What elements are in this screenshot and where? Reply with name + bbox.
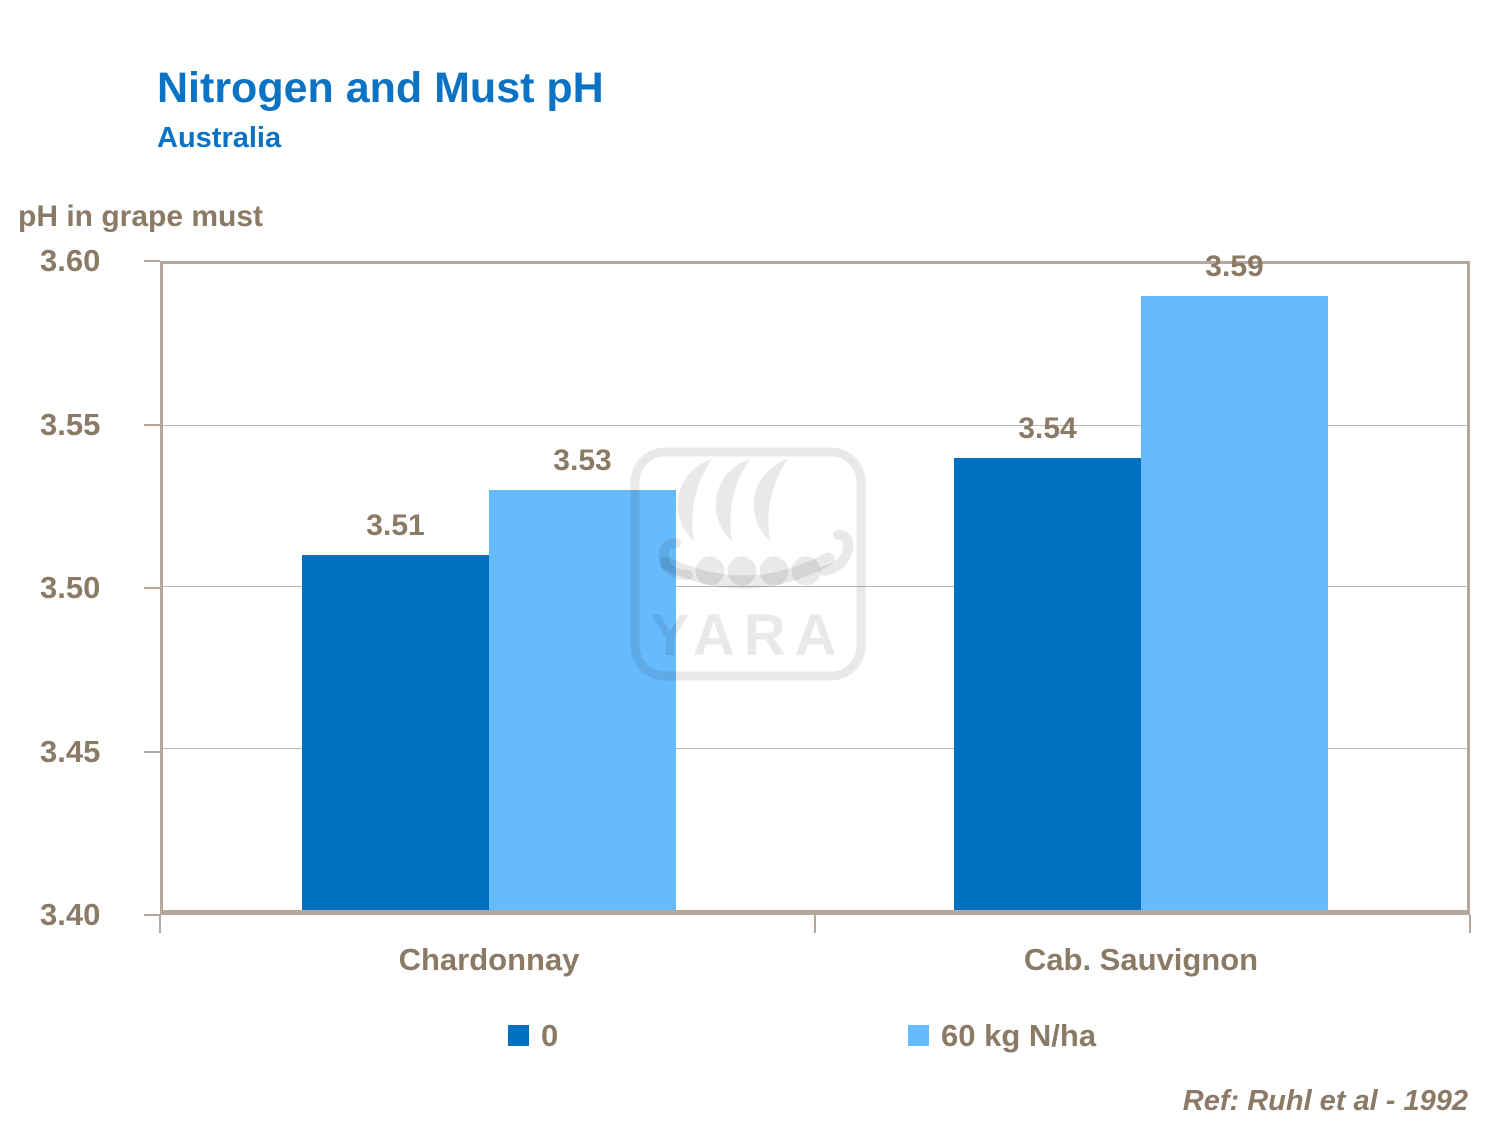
bar-value-label: 3.51: [366, 508, 425, 542]
y-axis-title: pH in grape must: [18, 200, 264, 233]
legend-item-60kg: 60 kg N/ha: [908, 1017, 1097, 1053]
y-axis-tick: [144, 423, 160, 426]
bar-chardonnay-series-0: 3.51: [302, 509, 489, 910]
yara-logo-frame-icon: [630, 447, 866, 681]
x-axis-tick: [1469, 915, 1471, 933]
y-axis-tick: [144, 914, 160, 916]
bar-chardonnay-series-1: 3.53: [489, 444, 676, 910]
y-axis-tick: [144, 260, 160, 262]
yara-logo-watermark: YARA: [630, 447, 866, 681]
legend-label: 60 kg N/ha: [941, 1017, 1097, 1053]
legend-item-0: 0: [508, 1017, 559, 1053]
yara-viking-ship-hull-icon: [658, 530, 854, 589]
bar-value-label: 3.59: [1205, 250, 1264, 284]
y-tick-label: 3.60: [40, 243, 101, 278]
y-tick-label: 3.55: [40, 406, 101, 442]
plot-area: 3.51 3.53 3.54 3.59: [160, 250, 1470, 915]
yara-wordmark: YARA: [650, 603, 845, 668]
y-tick-label: 3.45: [40, 733, 101, 769]
reference-text: Ref: Ruhl et al - 1992: [1182, 1085, 1468, 1117]
chart-title: Nitrogen and Must pH: [157, 64, 604, 112]
x-category-label: Cab. Sauvignon: [1023, 942, 1259, 977]
bar-value-label: 3.54: [1018, 411, 1077, 445]
x-axis-tick: [159, 915, 161, 933]
chart-subtitle: Australia: [157, 122, 282, 154]
y-tick-label: 3.40: [40, 897, 101, 932]
legend-swatch-light-blue: [908, 1024, 929, 1046]
y-axis-tick: [144, 587, 160, 589]
yara-viking-ship-icon: [677, 459, 821, 586]
bar-cab-sauvignon-series-1: 3.59: [1141, 250, 1328, 910]
gridline: [163, 424, 1467, 426]
bar-value-label: 3.53: [553, 444, 612, 478]
x-category-label: Chardonnay: [398, 942, 580, 977]
legend-label: 0: [541, 1017, 559, 1053]
gridline: [163, 747, 1467, 749]
legend-swatch-dark-blue: [508, 1024, 529, 1046]
x-axis-tick: [814, 915, 816, 933]
y-axis-tick: [144, 750, 160, 753]
gridline: [163, 586, 1467, 587]
y-tick-label: 3.50: [40, 570, 101, 605]
bar-cab-sauvignon-series-0: 3.54: [954, 412, 1141, 910]
